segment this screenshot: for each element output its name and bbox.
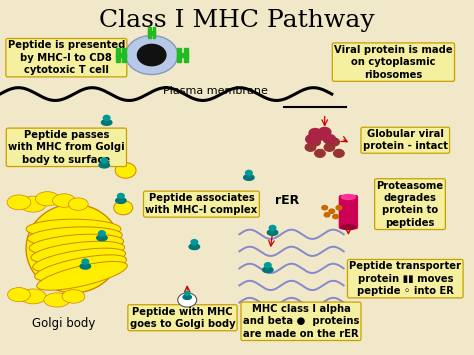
Text: Golgi body: Golgi body bbox=[32, 317, 96, 329]
Circle shape bbox=[324, 143, 335, 151]
Ellipse shape bbox=[189, 244, 200, 250]
FancyBboxPatch shape bbox=[116, 53, 126, 57]
Circle shape bbox=[314, 131, 326, 140]
FancyBboxPatch shape bbox=[177, 48, 181, 62]
Circle shape bbox=[246, 170, 252, 175]
Circle shape bbox=[329, 138, 339, 146]
Text: Plasma membrane: Plasma membrane bbox=[163, 86, 268, 95]
FancyBboxPatch shape bbox=[339, 196, 357, 229]
Circle shape bbox=[333, 214, 338, 219]
Circle shape bbox=[336, 206, 342, 210]
FancyBboxPatch shape bbox=[148, 27, 151, 38]
Circle shape bbox=[319, 127, 331, 137]
Circle shape bbox=[118, 193, 124, 198]
Text: Peptide transporter
protein ▮▮ moves
peptide ◦ into ER: Peptide transporter protein ▮▮ moves pep… bbox=[349, 261, 461, 296]
Circle shape bbox=[324, 213, 330, 217]
Ellipse shape bbox=[29, 234, 123, 255]
Ellipse shape bbox=[7, 195, 31, 210]
Ellipse shape bbox=[183, 295, 191, 299]
Ellipse shape bbox=[36, 192, 59, 206]
Circle shape bbox=[305, 143, 316, 151]
Circle shape bbox=[184, 291, 190, 295]
Circle shape bbox=[323, 135, 336, 144]
Ellipse shape bbox=[99, 162, 109, 168]
Ellipse shape bbox=[37, 262, 127, 290]
Ellipse shape bbox=[53, 194, 75, 207]
Text: Peptide with MHC
goes to Golgi body: Peptide with MHC goes to Golgi body bbox=[130, 306, 235, 329]
Circle shape bbox=[115, 163, 136, 178]
Circle shape bbox=[178, 293, 197, 307]
Ellipse shape bbox=[20, 289, 46, 304]
Text: Peptide is presented
by MHC-I to CD8
cytotoxic T cell: Peptide is presented by MHC-I to CD8 cyt… bbox=[8, 40, 125, 75]
Ellipse shape bbox=[97, 235, 107, 241]
Text: Peptide associates
with MHC-I complex: Peptide associates with MHC-I complex bbox=[146, 193, 257, 215]
Circle shape bbox=[310, 138, 320, 146]
Ellipse shape bbox=[8, 288, 30, 302]
Circle shape bbox=[101, 158, 108, 163]
Ellipse shape bbox=[68, 198, 88, 210]
Ellipse shape bbox=[62, 290, 85, 303]
Ellipse shape bbox=[267, 230, 278, 235]
Ellipse shape bbox=[44, 293, 70, 307]
Text: rER: rER bbox=[274, 194, 299, 207]
Ellipse shape bbox=[80, 263, 91, 269]
Circle shape bbox=[191, 240, 198, 245]
Text: MHC class I alpha
and beta ●  proteins
are made on the rER: MHC class I alpha and beta ● proteins ar… bbox=[243, 304, 359, 339]
Circle shape bbox=[269, 225, 276, 230]
Circle shape bbox=[306, 135, 318, 144]
FancyBboxPatch shape bbox=[153, 27, 155, 38]
Circle shape bbox=[329, 209, 335, 213]
Ellipse shape bbox=[20, 196, 46, 212]
Ellipse shape bbox=[101, 120, 112, 125]
FancyBboxPatch shape bbox=[184, 48, 188, 62]
Circle shape bbox=[309, 129, 321, 138]
Text: Class I MHC Pathway: Class I MHC Pathway bbox=[99, 9, 375, 32]
Circle shape bbox=[114, 201, 133, 215]
Circle shape bbox=[322, 206, 328, 210]
Ellipse shape bbox=[244, 175, 254, 180]
Circle shape bbox=[264, 263, 271, 268]
Circle shape bbox=[126, 36, 178, 75]
Ellipse shape bbox=[31, 241, 125, 263]
Ellipse shape bbox=[26, 204, 121, 293]
Ellipse shape bbox=[35, 255, 127, 281]
Circle shape bbox=[103, 115, 110, 120]
Text: Peptide passes
with MHC from Golgi
body to surface: Peptide passes with MHC from Golgi body … bbox=[8, 130, 125, 165]
Ellipse shape bbox=[116, 198, 126, 203]
FancyBboxPatch shape bbox=[116, 48, 119, 62]
FancyBboxPatch shape bbox=[177, 53, 188, 57]
Ellipse shape bbox=[33, 248, 126, 272]
Ellipse shape bbox=[263, 267, 273, 273]
Circle shape bbox=[334, 149, 344, 157]
FancyBboxPatch shape bbox=[122, 48, 126, 62]
Circle shape bbox=[99, 231, 105, 236]
Circle shape bbox=[137, 44, 166, 66]
Text: Viral protein is made
on cytoplasmic
ribosomes: Viral protein is made on cytoplasmic rib… bbox=[334, 45, 453, 80]
Text: Globular viral
protein - intact: Globular viral protein - intact bbox=[363, 129, 448, 152]
Ellipse shape bbox=[27, 227, 122, 247]
Circle shape bbox=[82, 259, 89, 264]
Circle shape bbox=[315, 149, 325, 157]
Ellipse shape bbox=[341, 225, 356, 230]
Ellipse shape bbox=[341, 195, 356, 200]
Text: Proteasome
degrades
protein to
peptides: Proteasome degrades protein to peptides bbox=[376, 181, 444, 228]
Ellipse shape bbox=[26, 219, 121, 239]
FancyBboxPatch shape bbox=[148, 31, 155, 34]
